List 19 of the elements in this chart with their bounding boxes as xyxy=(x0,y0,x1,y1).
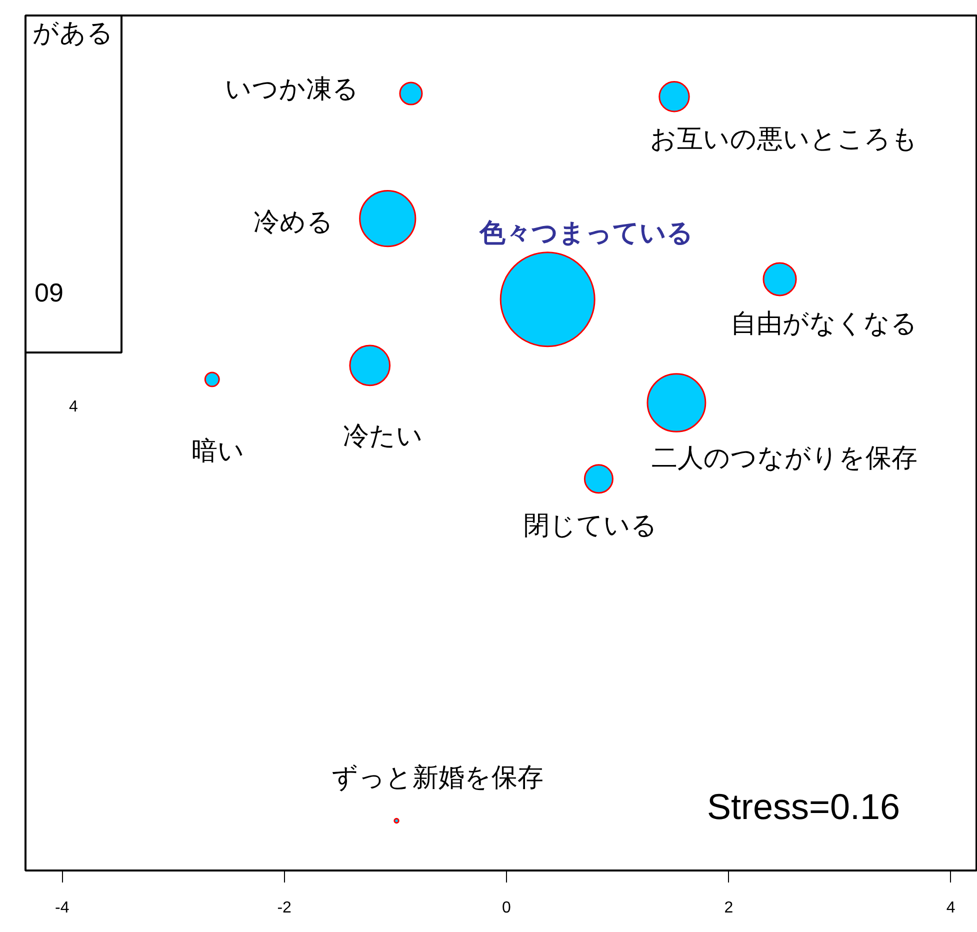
x-tick-label: -4 xyxy=(55,900,70,916)
annotation: お互いの悪いところも xyxy=(650,124,918,154)
annotation: 冷める xyxy=(254,206,334,237)
annotation: 自由がなくなる xyxy=(730,308,918,338)
annotation: 4 xyxy=(69,398,78,416)
annotation: ずっと新婚を保存 xyxy=(332,762,544,792)
x-tick-label: 4 xyxy=(946,900,956,916)
x-tick-label: 2 xyxy=(724,900,734,916)
annotation: 色々つまっている xyxy=(478,217,694,248)
annotation: 暗い xyxy=(192,435,245,466)
annotation: いつか凍る xyxy=(224,74,359,104)
annotation: 二人のつながりを保存 xyxy=(651,442,918,473)
x-tick-label: 0 xyxy=(502,900,512,916)
x-tick-label: -2 xyxy=(277,900,292,916)
annotation: 09 xyxy=(34,278,64,308)
annotation: 冷たい xyxy=(342,420,423,450)
text: がある xyxy=(32,18,114,48)
annotation: 閉じている xyxy=(524,510,658,540)
annotation: Stress=0.16 xyxy=(706,786,900,827)
